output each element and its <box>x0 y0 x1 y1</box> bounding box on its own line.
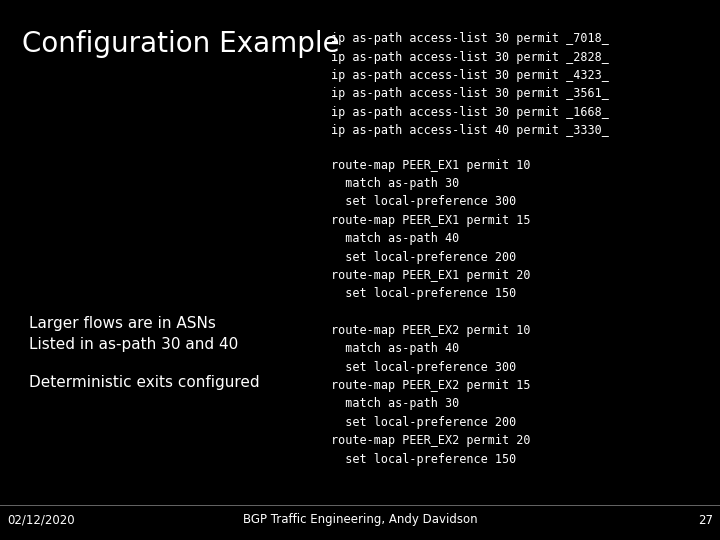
Text: ip as-path access-list 40 permit _3330_: ip as-path access-list 40 permit _3330_ <box>331 124 609 137</box>
Text: set local-preference 200: set local-preference 200 <box>331 416 516 429</box>
Text: match as-path 30: match as-path 30 <box>331 397 459 410</box>
Text: Listed in as-path 30 and 40: Listed in as-path 30 and 40 <box>29 338 238 353</box>
Text: set local-preference 300: set local-preference 300 <box>331 195 516 208</box>
Text: set local-preference 150: set local-preference 150 <box>331 453 516 465</box>
Text: ip as-path access-list 30 permit _1668_: ip as-path access-list 30 permit _1668_ <box>331 106 609 119</box>
Text: ip as-path access-list 30 permit _7018_: ip as-path access-list 30 permit _7018_ <box>331 32 609 45</box>
Text: route-map PEER_EX2 permit 10: route-map PEER_EX2 permit 10 <box>331 324 531 337</box>
Text: ip as-path access-list 30 permit _2828_: ip as-path access-list 30 permit _2828_ <box>331 51 609 64</box>
Text: ip as-path access-list 30 permit _4323_: ip as-path access-list 30 permit _4323_ <box>331 69 609 82</box>
Text: Larger flows are in ASNs: Larger flows are in ASNs <box>29 316 216 331</box>
Text: set local-preference 200: set local-preference 200 <box>331 251 516 264</box>
Text: set local-preference 300: set local-preference 300 <box>331 361 516 374</box>
Text: Configuration Example: Configuration Example <box>22 30 339 58</box>
Text: route-map PEER_EX1 permit 20: route-map PEER_EX1 permit 20 <box>331 269 531 282</box>
Text: Deterministic exits configured: Deterministic exits configured <box>29 375 259 390</box>
Text: 27: 27 <box>698 514 713 526</box>
Text: match as-path 40: match as-path 40 <box>331 232 459 245</box>
Text: route-map PEER_EX1 permit 15: route-map PEER_EX1 permit 15 <box>331 214 531 227</box>
Text: ip as-path access-list 30 permit _3561_: ip as-path access-list 30 permit _3561_ <box>331 87 609 100</box>
Text: match as-path 30: match as-path 30 <box>331 177 459 190</box>
Text: route-map PEER_EX1 permit 10: route-map PEER_EX1 permit 10 <box>331 159 531 172</box>
Text: 02/12/2020: 02/12/2020 <box>7 514 75 526</box>
Text: match as-path 40: match as-path 40 <box>331 342 459 355</box>
Text: BGP Traffic Engineering, Andy Davidson: BGP Traffic Engineering, Andy Davidson <box>243 514 477 526</box>
Text: route-map PEER_EX2 permit 15: route-map PEER_EX2 permit 15 <box>331 379 531 392</box>
Text: set local-preference 150: set local-preference 150 <box>331 287 516 300</box>
Text: route-map PEER_EX2 permit 20: route-map PEER_EX2 permit 20 <box>331 434 531 447</box>
